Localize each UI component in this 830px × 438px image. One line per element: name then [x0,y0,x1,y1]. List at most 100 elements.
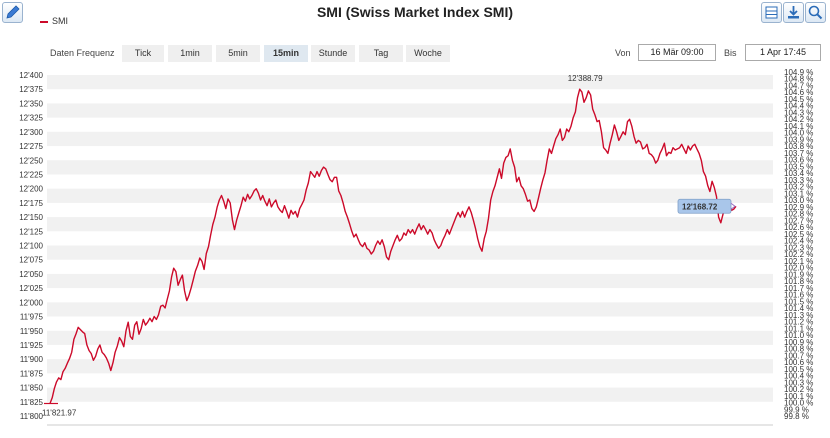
download-icon [788,6,799,19]
y-left-tick-label: 12'250 [19,156,43,165]
y-left-tick-label: 12'350 [19,99,43,108]
grid-band [47,75,773,90]
y-right-tick-label: 103.5 % [784,162,813,171]
y-right-tick-label: 102.7 % [784,216,813,225]
y-right-tick-label: 101.7 % [784,284,813,293]
y-left-tick-label: 12'075 [19,256,43,265]
freq-woche-button[interactable]: Woche [406,45,450,62]
y-right-tick-label: 101.8 % [784,277,813,286]
y-left-tick-label: 12'275 [19,142,43,151]
freq-15min-button[interactable]: 15min [264,45,308,62]
y-left-tick-label: 12'325 [19,114,43,123]
y-right-tick-label: 102.5 % [784,230,813,239]
y-left-tick-label: 12'150 [19,213,43,222]
y-right-tick-label: 102.9 % [784,203,813,212]
y-right-tick-label: 100.4 % [784,372,813,381]
y-right-tick-label: 101.4 % [784,304,813,313]
y-left-tick-label: 12'400 [19,71,43,80]
y-right-tick-label: 101.1 % [784,324,813,333]
download-button[interactable] [783,2,804,23]
y-right-tick-label: 102.3 % [784,243,813,252]
zoom-icon [808,5,823,20]
grid-band [47,103,773,118]
y-right-tick-label: 103.8 % [784,142,813,151]
y-right-tick-label: 100.9 % [784,338,813,347]
legend[interactable]: SMI [40,16,68,26]
y-left-tick-label: 12'375 [19,85,43,94]
y-left-tick-label: 11'975 [20,313,44,322]
y-left-tick-label: 12'125 [19,227,43,236]
y-right-tick-label: 101.9 % [784,270,813,279]
y-right-tick-label: 104.6 % [784,88,813,97]
y-right-tick-label: 101.5 % [784,297,813,306]
table-button[interactable] [761,2,782,23]
grid-band [47,302,773,317]
legend-swatch [40,20,48,23]
y-left-tick-label: 12'200 [19,185,43,194]
last-value-label: 12'168.72 [682,202,718,211]
y-right-tick-label: 103.1 % [784,189,813,198]
y-left-tick-label: 12'300 [19,128,43,137]
y-right-tick-label: 102.4 % [784,237,813,246]
y-right-tick-label: 104.4 % [784,102,813,111]
y-left-tick-label: 12'175 [19,199,43,208]
y-right-tick-label: 100.3 % [784,378,813,387]
y-right-tick-label: 104.2 % [784,115,813,124]
freq-tag-button[interactable]: Tag [359,45,403,62]
grid-band [47,359,773,374]
y-right-tick-label: 100.5 % [784,365,813,374]
y-right-tick-label: 104.7 % [784,81,813,90]
y-right-tick-label: 103.0 % [784,196,813,205]
y-right-tick-label: 101.3 % [784,311,813,320]
grid-band [47,330,773,345]
y-left-tick-label: 11'825 [20,398,44,407]
frequency-label: Daten Frequenz [50,48,115,58]
grid-band [47,131,773,147]
y-right-tick-label: 102.6 % [784,223,813,232]
y-right-tick-label: 103.6 % [784,156,813,165]
y-left-tick-label: 11'875 [20,369,44,378]
series-line-smi [49,88,737,404]
y-right-tick-label: 102.1 % [784,257,813,266]
y-right-tick-label: 104.3 % [784,108,813,117]
y-left-tick-label: 12'100 [19,242,43,251]
to-date-input[interactable]: 1 Apr 17:45 [745,44,821,61]
grid-band [47,245,773,260]
freq-5min-button[interactable]: 5min [216,45,260,62]
last-value-badge [677,198,732,214]
y-left-tick-label: 11'925 [20,341,44,350]
y-right-tick-label: 102.8 % [784,210,813,219]
y-right-tick-label: 104.5 % [784,95,813,104]
high-value-label: 12'388.79 [568,74,603,83]
freq-1min-button[interactable]: 1min [168,45,212,62]
grid-band [47,387,773,402]
y-right-tick-label: 99.8 % [784,412,809,421]
y-right-tick-label: 101.0 % [784,331,813,340]
grid-band [47,217,773,232]
edit-button[interactable] [2,2,23,23]
grid-band [47,160,773,175]
freq-stunde-button[interactable]: Stunde [311,45,355,62]
y-left-tick-label: 11'800 [20,412,44,421]
y-left-tick-label: 11'850 [20,384,44,393]
from-date-input[interactable]: 16 Mär 09:00 [638,44,716,61]
zoom-button[interactable] [805,2,826,23]
y-right-tick-label: 104.1 % [784,122,813,131]
y-right-tick-label: 100.2 % [784,385,813,394]
y-right-tick-label: 100.6 % [784,358,813,367]
grid-band [47,273,773,289]
y-right-tick-label: 99.9 % [784,405,809,414]
y-left-tick-label: 12'225 [19,170,43,179]
freq-tick-button[interactable]: Tick [122,45,164,62]
grid-band [47,188,773,203]
y-right-tick-label: 104.0 % [784,129,813,138]
y-right-tick-label: 102.0 % [784,264,813,273]
y-right-tick-label: 104.9 % [784,68,813,77]
y-left-tick-label: 11'950 [20,327,44,336]
y-right-tick-label: 103.7 % [784,149,813,158]
y-left-tick-label: 12'000 [19,298,43,307]
chart-title: SMI (Swiss Market Index SMI) [316,4,514,20]
to-label: Bis [724,48,737,58]
y-left-tick-label: 12'050 [19,270,43,279]
